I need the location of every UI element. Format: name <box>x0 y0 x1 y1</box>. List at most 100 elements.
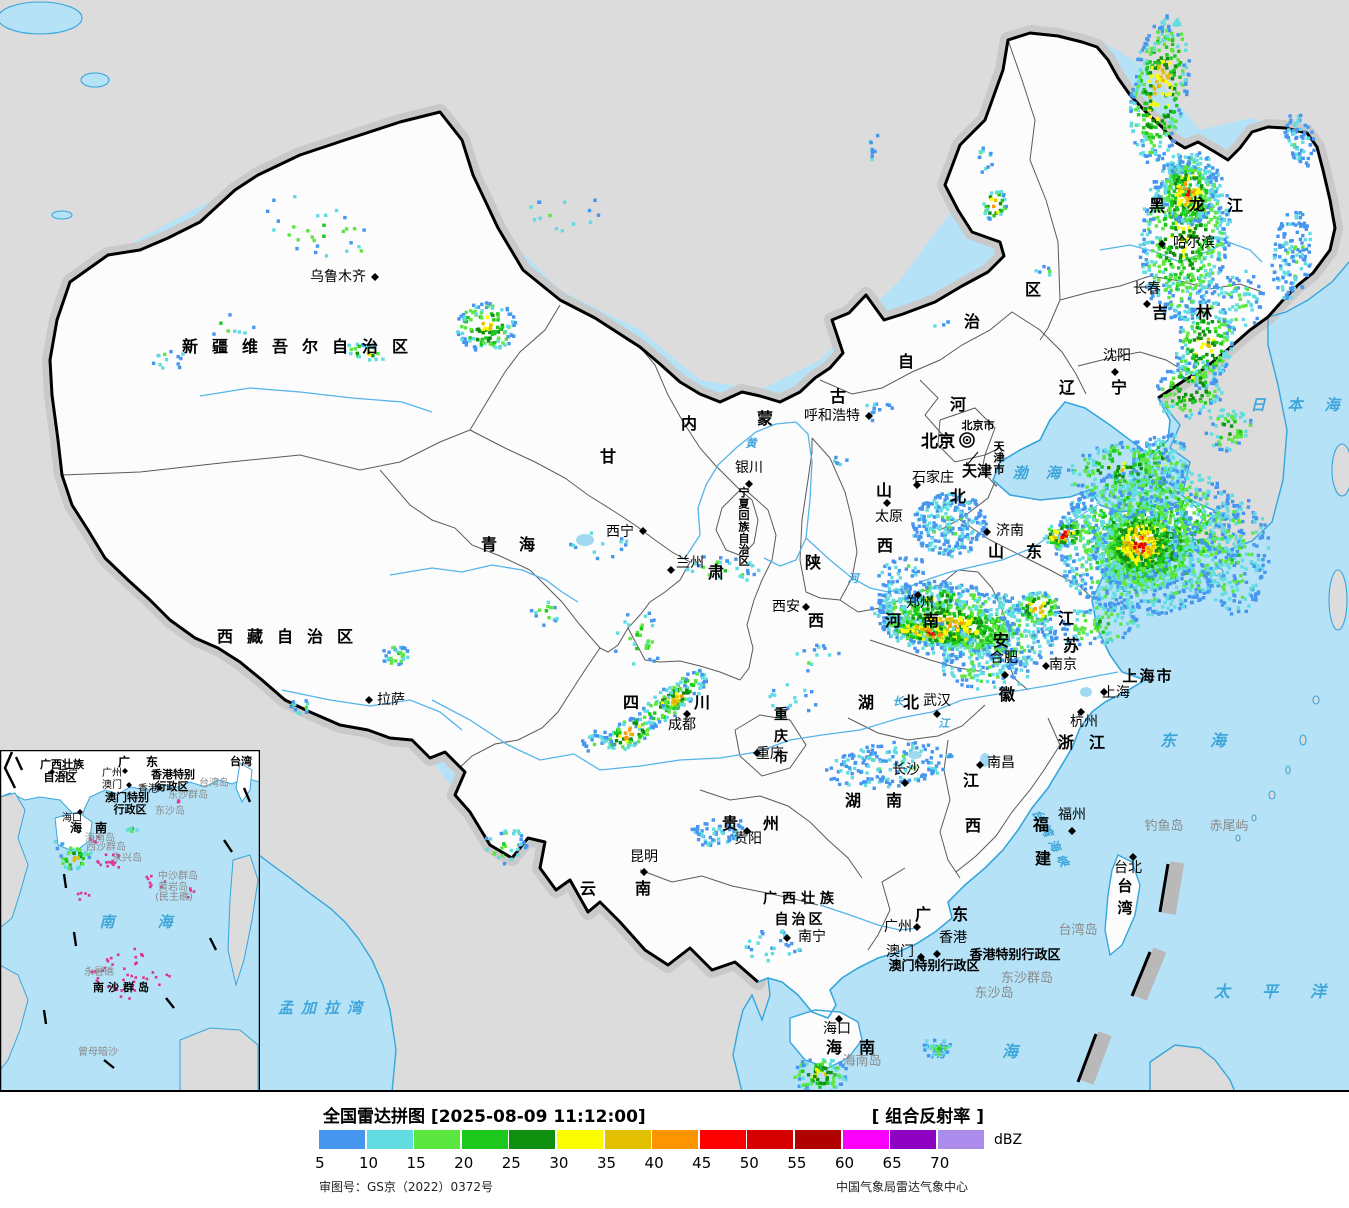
province-label: 州 <box>762 814 779 833</box>
city-label: 沈阳 <box>1103 348 1131 364</box>
province-label: 苏 <box>1063 636 1079 655</box>
province-label: 川 <box>693 693 710 712</box>
city-marker-icon <box>1100 688 1108 696</box>
city-marker-icon <box>783 934 791 942</box>
inset-island-label: 海南岛 <box>85 831 115 844</box>
inset-island-label: 台湾岛 <box>199 776 229 789</box>
inset-province-label: 澳门特别 <box>105 790 149 804</box>
province-label: 区 <box>1025 280 1041 299</box>
city-marker-icon <box>745 480 753 488</box>
province-label: 北京 <box>921 431 955 452</box>
city-label: 呼和浩特 <box>804 408 860 424</box>
city-label: 济南 <box>996 523 1024 539</box>
city-marker-icon <box>933 710 941 718</box>
city-marker-icon <box>802 603 810 611</box>
province-label: 西 <box>877 536 893 555</box>
city-marker-icon <box>1042 662 1050 670</box>
city-label: 台北 <box>1114 860 1142 876</box>
city-marker-icon <box>639 527 647 535</box>
city-label: 哈尔滨 <box>1173 235 1215 251</box>
colorbar-tick: 70 <box>930 1154 950 1172</box>
city-marker-icon <box>983 528 991 536</box>
province-label: 辽 <box>1059 378 1076 397</box>
inset-province-label: 海 <box>70 820 82 835</box>
colorbar-segment <box>604 1130 651 1149</box>
city-marker-icon <box>865 412 873 420</box>
province-label: 上海市 <box>1122 667 1173 685</box>
province-label: 林 <box>1196 303 1212 322</box>
city-label: 昆明 <box>630 849 658 865</box>
inset-island-label: (民主礁) <box>155 890 193 903</box>
province-label: 天津市 <box>994 440 1006 476</box>
colorbar-segment <box>461 1130 508 1149</box>
province-label: 广西壮族 <box>763 890 839 907</box>
sea-label: 海 <box>1002 1042 1021 1061</box>
province-label: 贵 <box>722 814 738 833</box>
province-label: 市 <box>774 749 788 766</box>
province-label: 西藏自治区 <box>217 627 367 646</box>
inset-city-label: 南宁 <box>58 767 78 780</box>
colorbar-segment <box>937 1130 984 1149</box>
city-label: 长春 <box>1133 281 1161 297</box>
city-marker-icon <box>901 779 909 787</box>
city-marker-icon <box>933 950 941 958</box>
credit-label: 中国气象局雷达气象中心 <box>836 1180 969 1194</box>
sea-label: 黄 <box>746 437 759 450</box>
island-label: 东沙群岛 <box>1001 970 1053 986</box>
inset-city-label: 澳门 <box>102 778 122 791</box>
sar-label: 澳门特别行政区 <box>888 958 979 974</box>
colorbar-tick: 20 <box>454 1154 474 1172</box>
province-label: 江 <box>963 771 979 790</box>
south-china-sea-inset: 南海台湾岛东沙群岛东沙岛海南岛西沙群岛永兴岛中沙群岛黄岩岛(民主礁)永暑礁曾母暗… <box>0 750 260 1092</box>
city-label: 太原 <box>875 509 903 525</box>
province-label: 新疆维吾尔自治区 <box>182 337 422 356</box>
colorbar-tick: 45 <box>692 1154 712 1172</box>
inset-city-label: 香港 <box>138 783 158 795</box>
island-label: 海南岛 <box>842 1053 881 1069</box>
colorbar-segment <box>890 1130 937 1149</box>
radar-map: 渤海黄海东海日本海南海太平洋孟加拉湾台湾海峡黄河长江钓鱼岛赤尾屿东沙群岛东沙岛台… <box>0 0 1349 1092</box>
radar-echo-layer <box>151 14 1316 1092</box>
colorbar-tick: 40 <box>644 1154 664 1172</box>
inset-island-label: 西沙群岛 <box>86 840 126 853</box>
province-label: 海 <box>826 1038 842 1057</box>
city-label: 南昌 <box>987 755 1015 771</box>
inset-province-label: 东 <box>146 754 158 769</box>
province-label: 龙 <box>1188 195 1205 214</box>
province-label: 北 <box>903 693 919 712</box>
colorbar-tick: 5 <box>315 1154 325 1172</box>
province-label: 台 <box>1117 877 1132 895</box>
province-label: 黑 <box>1149 196 1165 215</box>
inset-island-label: 永暑礁 <box>84 965 114 978</box>
sea-label: 太 <box>1213 982 1232 1001</box>
city-label: 石家庄 <box>912 469 954 486</box>
colorbar-tick: 15 <box>406 1154 426 1172</box>
province-label: 西 <box>808 611 824 630</box>
province-label: 治 <box>964 312 980 331</box>
city-label: 重庆 <box>756 746 784 762</box>
city-label: 澳门 <box>886 944 914 960</box>
city-marker-icon <box>743 827 751 835</box>
province-label: 四 <box>623 693 639 712</box>
legend-panel: 全国雷达拼图 [2025-08-09 11:12:00] [ 组合反射率 ] d… <box>0 1092 1349 1208</box>
province-label: 江 <box>1058 609 1074 628</box>
sea-label: 长 <box>893 695 905 708</box>
province-label: 古 <box>830 387 846 406</box>
city-marker-icon <box>1068 827 1076 835</box>
sar-label: 香港特别行政区 <box>968 947 1060 963</box>
colorbar-segment <box>794 1130 842 1149</box>
city-label: 杭州 <box>1070 714 1098 730</box>
province-label: 青 <box>481 535 497 554</box>
sea-label: 海 <box>1045 464 1063 482</box>
colorbar-tick: 55 <box>787 1154 807 1172</box>
inset-island-label: 曾母暗沙 <box>78 1045 118 1058</box>
city-label: 合肥 <box>990 650 1018 666</box>
province-label: 河 <box>885 611 901 630</box>
city-marker-icon <box>683 710 691 718</box>
city-label: 成都 <box>668 717 696 733</box>
colorbar-segment <box>414 1130 461 1149</box>
inset-province-label: 台湾 <box>230 754 252 768</box>
province-label: 东 <box>1026 542 1042 561</box>
city-label: 上海 <box>1102 685 1130 701</box>
